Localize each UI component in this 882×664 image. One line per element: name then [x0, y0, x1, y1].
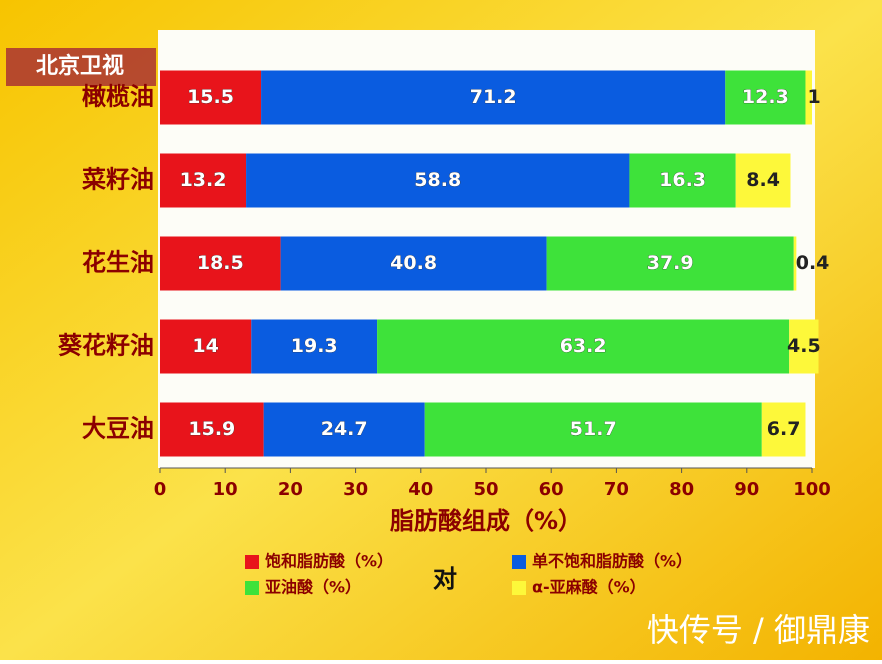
bar-segment [793, 236, 797, 291]
value-label: 19.3 [291, 335, 338, 357]
value-label: 15.5 [187, 86, 234, 108]
x-tick-label: 70 [604, 479, 629, 500]
value-label: 40.8 [390, 252, 437, 274]
bar-segment [629, 153, 736, 208]
x-tick-label: 100 [793, 479, 831, 500]
value-label: 58.8 [414, 169, 461, 191]
value-label: 15.9 [188, 418, 235, 440]
bar-segment [424, 402, 762, 457]
bar-segment [377, 319, 790, 374]
legend-swatch [245, 555, 259, 569]
x-tick-label: 0 [154, 479, 167, 500]
legend-label: 亚油酸（%） [265, 578, 361, 597]
x-tick-label: 40 [408, 479, 433, 500]
value-label: 24.7 [321, 418, 368, 440]
category-label: 葵花籽油 [58, 332, 154, 360]
value-label: 18.5 [197, 252, 244, 274]
subtitle: 对 [433, 565, 457, 593]
channel-logo: 北京卫视 [36, 53, 124, 79]
category-label: 橄榄油 [82, 83, 154, 111]
legend-label: 单不饱和脂肪酸（%） [532, 552, 692, 571]
bar-segment [160, 153, 247, 208]
x-tick-label: 20 [278, 479, 303, 500]
x-tick-label: 30 [343, 479, 368, 500]
bar-segment [251, 319, 378, 374]
legend-label: α-亚麻酸（%） [532, 578, 646, 597]
value-label: 8.4 [746, 169, 780, 191]
logo-box [6, 48, 156, 86]
x-tick-label: 60 [539, 479, 564, 500]
category-label: 花生油 [82, 249, 154, 277]
category-label: 菜籽油 [81, 166, 154, 194]
value-label: 12.3 [742, 86, 789, 108]
value-label: 51.7 [570, 418, 617, 440]
category-label: 大豆油 [82, 415, 154, 443]
legend-swatch [512, 581, 526, 595]
bar-segment [761, 402, 806, 457]
value-label: 6.7 [767, 418, 801, 440]
bar-segment [160, 236, 281, 291]
bar-segment [546, 236, 794, 291]
legend-swatch [245, 581, 259, 595]
x-axis-label: 脂肪酸组成（%） [390, 507, 582, 535]
x-tick-label: 80 [669, 479, 694, 500]
watermark: 快传号 / 御鼎康 [647, 611, 870, 649]
x-tick-label: 90 [734, 479, 759, 500]
bar-segment [261, 70, 726, 125]
value-label: 1 [807, 86, 820, 108]
bar-segment [735, 153, 791, 208]
value-label: 63.2 [560, 335, 607, 357]
x-tick-label: 50 [473, 479, 498, 500]
bar-segment [280, 236, 547, 291]
value-label: 14 [192, 335, 218, 357]
bar-segment [725, 70, 806, 125]
value-label: 71.2 [470, 86, 517, 108]
bar-segment [160, 70, 262, 125]
bar-segment [263, 402, 425, 457]
value-label: 13.2 [180, 169, 227, 191]
bar-segment [160, 402, 264, 457]
bar-segment [789, 319, 819, 374]
legend-label: 饱和脂肪酸（%） [265, 552, 393, 571]
x-tick-label: 10 [213, 479, 238, 500]
value-label: 37.9 [647, 252, 694, 274]
bar-segment [160, 319, 252, 374]
bar-segment [246, 153, 630, 208]
bar-segment [805, 70, 812, 125]
value-label: 4.5 [787, 335, 821, 357]
value-label: 0.4 [796, 252, 830, 274]
value-label: 16.3 [659, 169, 706, 191]
legend-swatch [512, 555, 526, 569]
